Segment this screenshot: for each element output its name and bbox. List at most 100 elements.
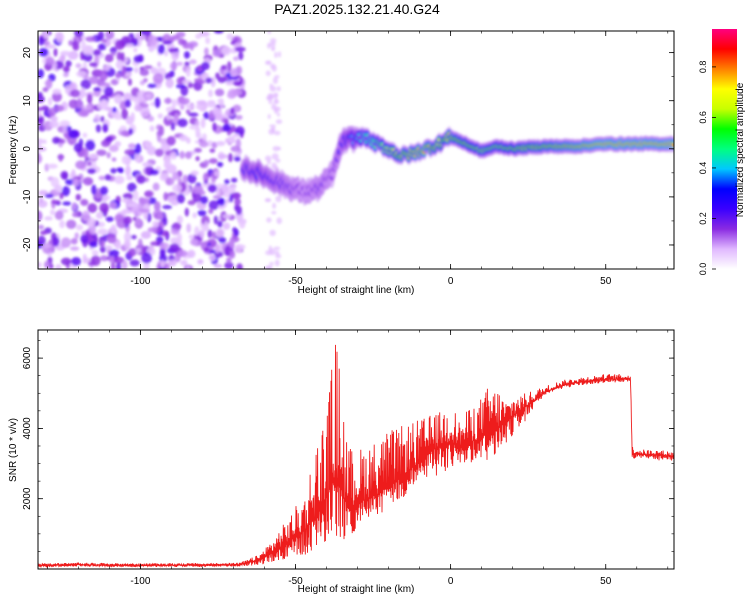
spectrogram-noise-cell bbox=[164, 263, 171, 269]
spectrogram-noise-cell bbox=[138, 196, 145, 204]
spectrogram-noise-cell bbox=[180, 104, 185, 110]
spectrogram-noise-cell bbox=[273, 246, 281, 250]
spectrogram-noise-cell bbox=[100, 240, 106, 248]
y-tick-label: 2000 bbox=[22, 487, 33, 510]
spectrogram-noise-cell bbox=[187, 199, 196, 206]
spectrogram-noise-cell bbox=[72, 211, 79, 218]
spectrogram-noise-cell bbox=[68, 99, 79, 109]
spectrogram-noise-cell bbox=[202, 133, 207, 141]
spectrogram-noise-cell bbox=[187, 82, 194, 89]
spectrogram-noise-cell bbox=[62, 124, 68, 134]
spectrogram-noise-cell bbox=[38, 261, 42, 268]
spectrogram-noise-cell bbox=[135, 247, 142, 254]
spectrogram-noise-cell bbox=[228, 75, 239, 80]
spectrogram-noise-cell bbox=[217, 204, 226, 210]
y-tick-label: 20 bbox=[22, 47, 33, 59]
spectrogram-noise-cell bbox=[62, 72, 69, 78]
spectrogram-noise-cell bbox=[271, 64, 277, 72]
spectrogram-noise-cell bbox=[148, 45, 155, 53]
spectrogram-noise-cell bbox=[72, 40, 79, 51]
spectrogram-noise-cell bbox=[213, 31, 224, 34]
spectrogram-noise-cell bbox=[171, 34, 180, 41]
spectrogram-noise-cell bbox=[271, 210, 277, 215]
spectrogram-noise-cell bbox=[159, 254, 168, 263]
spectrogram-noise-cell bbox=[185, 265, 191, 269]
spectrogram-noise-cell bbox=[229, 250, 236, 259]
spectrogram-noise-cell bbox=[270, 126, 276, 132]
spectrogram-noise-cell bbox=[217, 76, 227, 83]
spectrogram-noise-cell bbox=[62, 65, 70, 73]
spectrogram-noise-cell bbox=[224, 179, 230, 185]
spectrogram-noise-cell bbox=[222, 222, 231, 230]
spectrogram-noise-cell bbox=[234, 198, 241, 207]
spectrogram-noise-cell bbox=[201, 61, 210, 71]
spectrogram-noise-cell bbox=[180, 97, 190, 105]
spectrogram-noise-cell bbox=[275, 158, 281, 163]
spectrogram-noise-cell bbox=[189, 43, 194, 51]
spectrogram-noise-cell bbox=[177, 177, 182, 185]
spectrogram-noise-cell bbox=[277, 146, 282, 151]
spectrogram-noise-cell bbox=[225, 72, 232, 79]
spectrogram-noise-cell bbox=[165, 177, 175, 186]
spectrogram-noise-cell bbox=[103, 86, 114, 97]
spectrogram-noise-cell bbox=[264, 198, 272, 202]
colorbar: 0.0 0.2 0.4 0.6 0.8 Normalized spectral ampl… bbox=[698, 29, 746, 275]
spectrogram-noise-cell bbox=[52, 236, 60, 247]
spectrogram-noise-cell bbox=[87, 217, 96, 227]
spectrogram-noise-cell bbox=[180, 259, 188, 266]
spectrogram-noise-cell bbox=[105, 31, 115, 40]
spectrogram-noise-cell bbox=[183, 51, 191, 59]
spectrogram-noise-cell bbox=[148, 197, 157, 205]
spectrogram-noise-cell bbox=[51, 91, 62, 102]
spectrogram-noise-cell bbox=[207, 184, 217, 193]
spectrogram-noise-cell bbox=[238, 51, 244, 61]
spectrogram-noise-cell bbox=[134, 104, 143, 112]
spectrogram-noise-cell bbox=[160, 260, 165, 269]
y-tick-label: -10 bbox=[22, 189, 33, 204]
spectrogram-noise-cell bbox=[38, 68, 45, 79]
spectrogram-noise-cell bbox=[185, 109, 191, 115]
spectrogram-noise-cell bbox=[272, 77, 278, 85]
spectrogram-noise-cell bbox=[38, 138, 44, 145]
figure-title: PAZ1.2025.132.21.40.G24 bbox=[274, 1, 440, 17]
spectrogram-noise-cell bbox=[80, 234, 89, 244]
spectrogram-noise-cell bbox=[208, 200, 220, 210]
spectrogram-noise-cell bbox=[64, 85, 71, 95]
spectrogram-noise-cell bbox=[187, 173, 197, 184]
spectrogram-noise-cell bbox=[56, 31, 65, 43]
spectrogram-noise-cell bbox=[167, 111, 177, 117]
colorbar-tick-label: 0.2 bbox=[698, 212, 708, 225]
colorbar-scale bbox=[712, 29, 737, 269]
spectrogram-noise-cell bbox=[38, 106, 44, 112]
spectrogram-noise-cell bbox=[189, 238, 199, 246]
spectrogram-noise-cell bbox=[133, 55, 143, 63]
spectrogram-noise-cell bbox=[230, 145, 241, 152]
spectrogram-noise-cell bbox=[163, 50, 169, 57]
spectrogram-noise-cell bbox=[126, 202, 135, 208]
spectrogram-noise-cell bbox=[190, 170, 199, 176]
spectrogram-noise-cell bbox=[208, 254, 217, 262]
spectrogram-noise-cell bbox=[154, 97, 161, 109]
x-tick-label: 50 bbox=[600, 276, 612, 287]
spectrogram-noise-cell bbox=[95, 124, 102, 133]
spectrogram-noise-cell bbox=[192, 184, 204, 195]
spectrogram-noise-cell bbox=[75, 224, 84, 231]
spectrogram-noise-cell bbox=[232, 133, 240, 138]
spectrogram-noise-cell bbox=[128, 143, 136, 149]
spectrogram-noise-cell bbox=[197, 79, 206, 85]
spectrogram-noise-cell bbox=[195, 33, 202, 40]
spectrogram-noise-cell bbox=[115, 262, 122, 269]
spectrogram-noise-cell bbox=[184, 207, 189, 217]
spectrogram-noise-cell bbox=[139, 68, 150, 77]
spectrogram-noise-cell bbox=[88, 76, 100, 85]
spectrogram-noise-cell bbox=[152, 72, 164, 84]
spectrogram-noise-cell bbox=[269, 124, 277, 128]
spectrogram-noise-cell bbox=[101, 196, 108, 203]
spectrogram-noise-cell bbox=[49, 120, 60, 128]
spectrogram-noise-cell bbox=[207, 229, 213, 239]
spectrogram-noise-cell bbox=[38, 111, 42, 118]
spectrogram-noise-cell bbox=[186, 137, 191, 144]
spectrogram-noise-cell bbox=[170, 151, 177, 160]
spectrogram-noise-cell bbox=[87, 168, 96, 174]
